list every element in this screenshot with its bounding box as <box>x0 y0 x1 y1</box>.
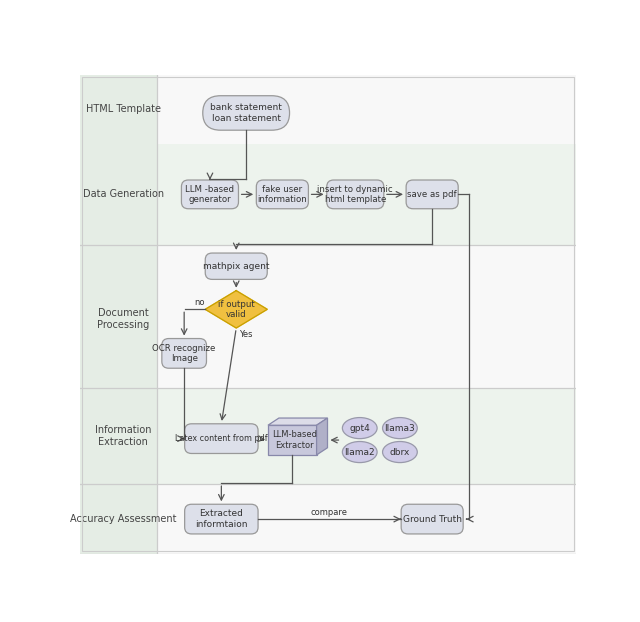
FancyBboxPatch shape <box>185 504 258 534</box>
FancyBboxPatch shape <box>162 338 207 368</box>
FancyBboxPatch shape <box>203 96 289 130</box>
Bar <box>80 144 576 244</box>
Ellipse shape <box>383 442 417 463</box>
Ellipse shape <box>342 442 377 463</box>
Bar <box>80 484 576 554</box>
Text: Yes: Yes <box>239 330 253 339</box>
Text: llama2: llama2 <box>344 448 375 457</box>
Text: bank statement
loan statement: bank statement loan statement <box>210 103 282 123</box>
Text: Information
Extraction: Information Extraction <box>95 425 152 447</box>
Text: mathpix agent: mathpix agent <box>203 262 269 271</box>
Ellipse shape <box>342 417 377 439</box>
Polygon shape <box>205 290 268 328</box>
Text: LLM-based
Extractor: LLM-based Extractor <box>272 430 317 450</box>
FancyBboxPatch shape <box>257 180 308 209</box>
FancyBboxPatch shape <box>406 180 458 209</box>
Polygon shape <box>268 425 317 455</box>
Text: llama3: llama3 <box>385 424 415 432</box>
Text: no: no <box>194 298 204 307</box>
FancyBboxPatch shape <box>327 180 384 209</box>
Text: LLM -based
generator: LLM -based generator <box>186 185 234 204</box>
Text: Document
Processing: Document Processing <box>97 308 149 330</box>
Text: Ground Truth: Ground Truth <box>403 514 461 524</box>
Polygon shape <box>317 418 328 455</box>
Text: Accuracy Assessment: Accuracy Assessment <box>70 514 177 524</box>
Bar <box>80 388 576 484</box>
Text: compare: compare <box>311 508 348 518</box>
Bar <box>80 244 576 388</box>
Text: Data Generation: Data Generation <box>83 189 164 200</box>
Text: dbrx: dbrx <box>390 448 410 457</box>
Text: gpt4: gpt4 <box>349 424 370 432</box>
FancyBboxPatch shape <box>181 180 239 209</box>
FancyBboxPatch shape <box>185 424 258 453</box>
Text: fake user
information: fake user information <box>257 185 307 204</box>
Bar <box>80 75 576 144</box>
Text: if output
valid: if output valid <box>218 300 255 319</box>
Text: Latex content from pdf: Latex content from pdf <box>175 434 268 443</box>
Text: insert to dynamic
html template: insert to dynamic html template <box>317 185 393 204</box>
FancyBboxPatch shape <box>401 504 463 534</box>
Bar <box>80 75 157 554</box>
Text: Extracted
informtaion: Extracted informtaion <box>195 509 248 529</box>
Text: HTML Template: HTML Template <box>86 104 161 114</box>
FancyBboxPatch shape <box>205 253 268 279</box>
Text: OCR recognize
Image: OCR recognize Image <box>152 344 216 363</box>
Ellipse shape <box>383 417 417 439</box>
Text: save as pdf: save as pdf <box>407 190 457 199</box>
Polygon shape <box>268 418 328 425</box>
